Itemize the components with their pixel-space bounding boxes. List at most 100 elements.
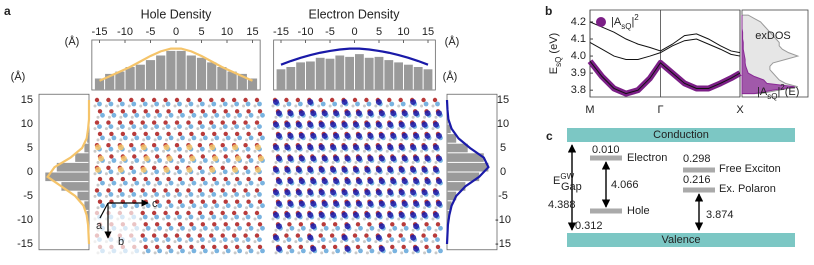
atom <box>392 225 398 231</box>
atom <box>282 172 286 176</box>
atom <box>143 176 148 182</box>
density-lobe <box>298 132 305 139</box>
atom <box>191 248 197 254</box>
atom <box>365 115 369 119</box>
atom <box>189 176 194 182</box>
atom <box>351 194 355 198</box>
atom <box>300 225 306 231</box>
density-lobe <box>318 166 325 173</box>
atom <box>351 104 355 108</box>
atom <box>153 161 157 164</box>
atom <box>197 165 203 170</box>
atom <box>168 135 174 141</box>
histogram-bar <box>447 172 480 182</box>
atom <box>308 161 312 164</box>
atom <box>222 237 228 243</box>
atom <box>130 115 134 119</box>
density-lobe <box>410 212 417 218</box>
energy-level <box>590 155 622 161</box>
atom <box>212 222 217 227</box>
atom <box>245 138 249 142</box>
x-tick-label: 15 <box>246 26 258 38</box>
fit-curve <box>46 100 91 245</box>
atom <box>196 194 200 198</box>
legend-label: |AsQ|2 <box>611 13 639 31</box>
atom <box>153 138 157 142</box>
atom <box>300 248 306 254</box>
histogram-bar <box>135 64 145 90</box>
atom <box>93 194 97 198</box>
atom <box>388 115 392 119</box>
density-lobe <box>310 223 317 230</box>
density-lobe <box>387 212 394 218</box>
atom <box>97 237 102 243</box>
density-lobe <box>298 110 305 117</box>
density-lobe <box>378 110 385 117</box>
atom <box>220 233 225 238</box>
atom <box>197 233 203 238</box>
atom <box>248 248 254 254</box>
atom <box>132 222 137 227</box>
atom <box>186 233 191 238</box>
atom <box>420 194 424 198</box>
atom <box>432 97 438 103</box>
atom <box>212 199 217 204</box>
atom <box>163 120 168 125</box>
atom <box>177 124 182 129</box>
histogram-bar <box>447 201 452 210</box>
atom <box>222 124 228 129</box>
atom <box>210 228 214 232</box>
atom <box>127 149 131 153</box>
atom <box>96 251 100 255</box>
atom <box>308 228 312 232</box>
weighted-dos-area <box>741 15 795 95</box>
atom <box>120 109 126 114</box>
atom <box>233 183 237 187</box>
atom <box>186 97 191 103</box>
atom <box>131 101 137 107</box>
atom <box>134 112 140 118</box>
atom <box>435 244 441 250</box>
dos-label-part: 2 <box>780 83 785 92</box>
y-axis-label-part: sQ <box>554 57 563 67</box>
atom <box>388 228 392 232</box>
lattice-arrow <box>99 202 109 219</box>
atom <box>340 104 344 108</box>
density-lobe <box>421 166 428 173</box>
atom <box>154 176 160 182</box>
y-axis-label: EsQ (eV) <box>548 33 563 74</box>
atom <box>355 222 361 227</box>
atom <box>104 149 108 153</box>
value-label: 3.874 <box>706 209 734 221</box>
density-lobe <box>367 178 374 185</box>
atom <box>246 109 251 114</box>
atom <box>111 248 117 254</box>
atom <box>271 240 275 244</box>
atom <box>223 109 228 114</box>
histogram-bar <box>447 191 457 201</box>
atom <box>297 161 301 164</box>
atom <box>142 228 146 232</box>
atom <box>285 161 289 164</box>
dos-label-part: | <box>777 86 780 98</box>
legend-marker <box>596 17 606 27</box>
atom <box>97 101 102 107</box>
density-lobe <box>378 245 385 252</box>
atom <box>285 138 289 142</box>
atom <box>219 172 223 176</box>
atom <box>207 149 211 153</box>
atom <box>223 176 228 182</box>
density-lobe <box>375 189 382 196</box>
atom <box>214 248 220 254</box>
atom <box>97 222 103 227</box>
atom <box>197 210 203 216</box>
density-lobe <box>321 178 328 185</box>
atom <box>297 115 301 119</box>
atom <box>188 214 194 220</box>
density-lobe <box>398 189 405 196</box>
atom <box>389 237 395 243</box>
atom <box>355 101 360 107</box>
atom <box>351 172 355 176</box>
atom <box>119 214 125 220</box>
atom <box>186 188 191 193</box>
